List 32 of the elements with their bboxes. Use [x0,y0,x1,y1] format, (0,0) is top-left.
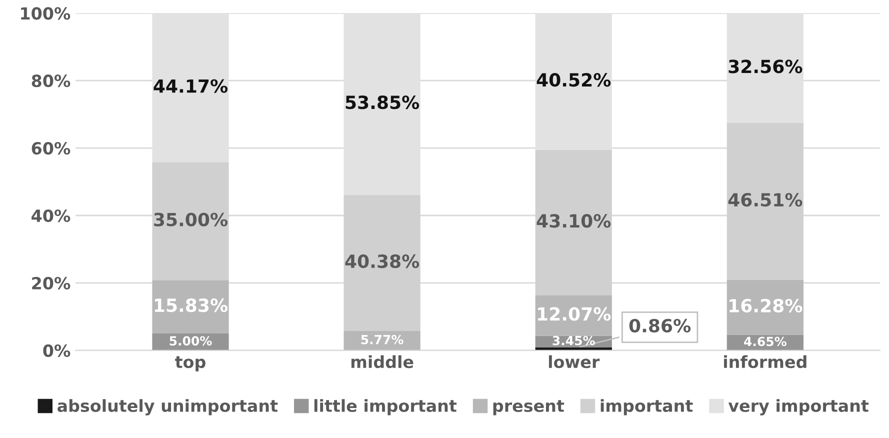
x-tick-label: informed [724,355,806,368]
data-label: 12.07% [538,307,611,321]
y-tick-label: 100% [21,7,70,20]
data-label: 43.10% [536,214,611,228]
data-label: 44.17% [154,79,228,93]
legend-label: very important [728,399,869,416]
data-label: 16.28% [730,298,802,313]
legend-label: important [600,399,693,416]
data-label: 5.77% [361,334,404,344]
data-label: 46.51% [728,192,802,207]
data-label: 32.56% [728,60,802,74]
data-label: 3.45% [552,336,595,346]
data-label: 53.85% [346,96,420,110]
data-label: 40.52% [536,73,611,87]
y-tick-label: 20% [32,276,70,290]
y-tick-label: 60% [32,142,70,155]
data-label: 15.83% [154,298,228,312]
data-label: 0.86% [629,318,691,333]
x-tick-label: lower [548,355,600,368]
y-tick-label: 0% [43,344,70,357]
x-tick-label: middle [351,355,414,368]
x-tick-label: top [175,356,206,372]
data-label: 35.00% [154,212,228,226]
y-tick-label: 80% [32,74,70,88]
data-label: 4.65% [744,336,786,346]
legend-label: little important [314,399,457,416]
legend-label: absolutely unimportant [58,399,278,416]
legend-label: present [493,400,564,416]
y-tick-label: 40% [32,209,70,222]
data-label: 5.00% [170,336,212,346]
data-label: 40.38% [345,254,420,268]
bar [152,280,229,334]
